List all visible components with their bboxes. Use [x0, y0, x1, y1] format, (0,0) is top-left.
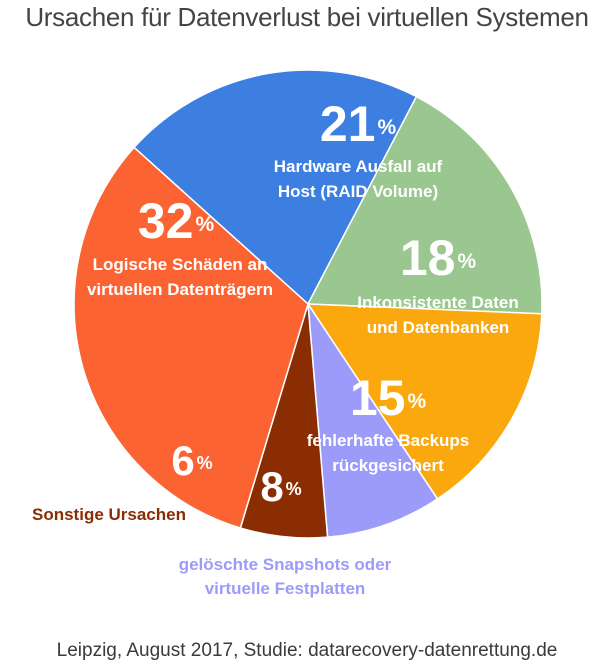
slice-label-sonstige-line-1: Sonstige Ursachen	[32, 505, 186, 524]
chart-title: Ursachen für Datenverlust bei virtuellen…	[25, 2, 589, 32]
category-label-inkonsistent-line-2: und Datenbanken	[367, 318, 510, 337]
category-label-backups-line-1: fehlerhafte Backups	[307, 431, 470, 450]
slice-label-snapshots: gelöschte Snapshots oder virtuelle Festp…	[150, 553, 420, 601]
slice-hardware	[133, 69, 418, 306]
slice-backups	[306, 303, 543, 500]
category-label-hardware-line-1: Hardware Ausfall auf	[274, 157, 443, 176]
source-footer: Leipzig, August 2017, Studie: datarecove…	[56, 640, 558, 661]
category-label-logisch-line-2: virtuellen Datenträgern	[87, 280, 273, 299]
value-label-sonstige: 6%	[171, 437, 212, 484]
slice-snapshots	[307, 303, 439, 538]
value-label-logisch: 32%	[138, 193, 215, 249]
category-label-hardware-line-2: Host (RAID Volume)	[278, 182, 438, 201]
slice-inkonsistent	[306, 95, 543, 315]
slice-label-snapshots-line-2: virtuelle Festplatten	[204, 579, 366, 598]
slice-label-sonstige: Sonstige Ursachen	[14, 503, 204, 527]
value-label-hardware: 21%	[320, 96, 397, 152]
slice-label-snapshots-line-1: gelöschte Snapshots oder	[178, 555, 392, 574]
value-label-snapshots: 8%	[260, 463, 301, 510]
value-label-inkonsistent: 18%	[400, 230, 477, 286]
category-label-logisch-line-1: Logische Schäden an	[93, 255, 268, 274]
pie-chart: 21% Hardware Ausfall auf Host (RAID Volume…	[73, 69, 543, 539]
slice-logisch	[73, 146, 309, 529]
value-label-backups: 15%	[350, 370, 427, 426]
category-label-backups-line-2: rückgesichert	[332, 456, 444, 475]
category-label-inkonsistent-line-1: Inkonsistente Daten	[357, 293, 519, 312]
